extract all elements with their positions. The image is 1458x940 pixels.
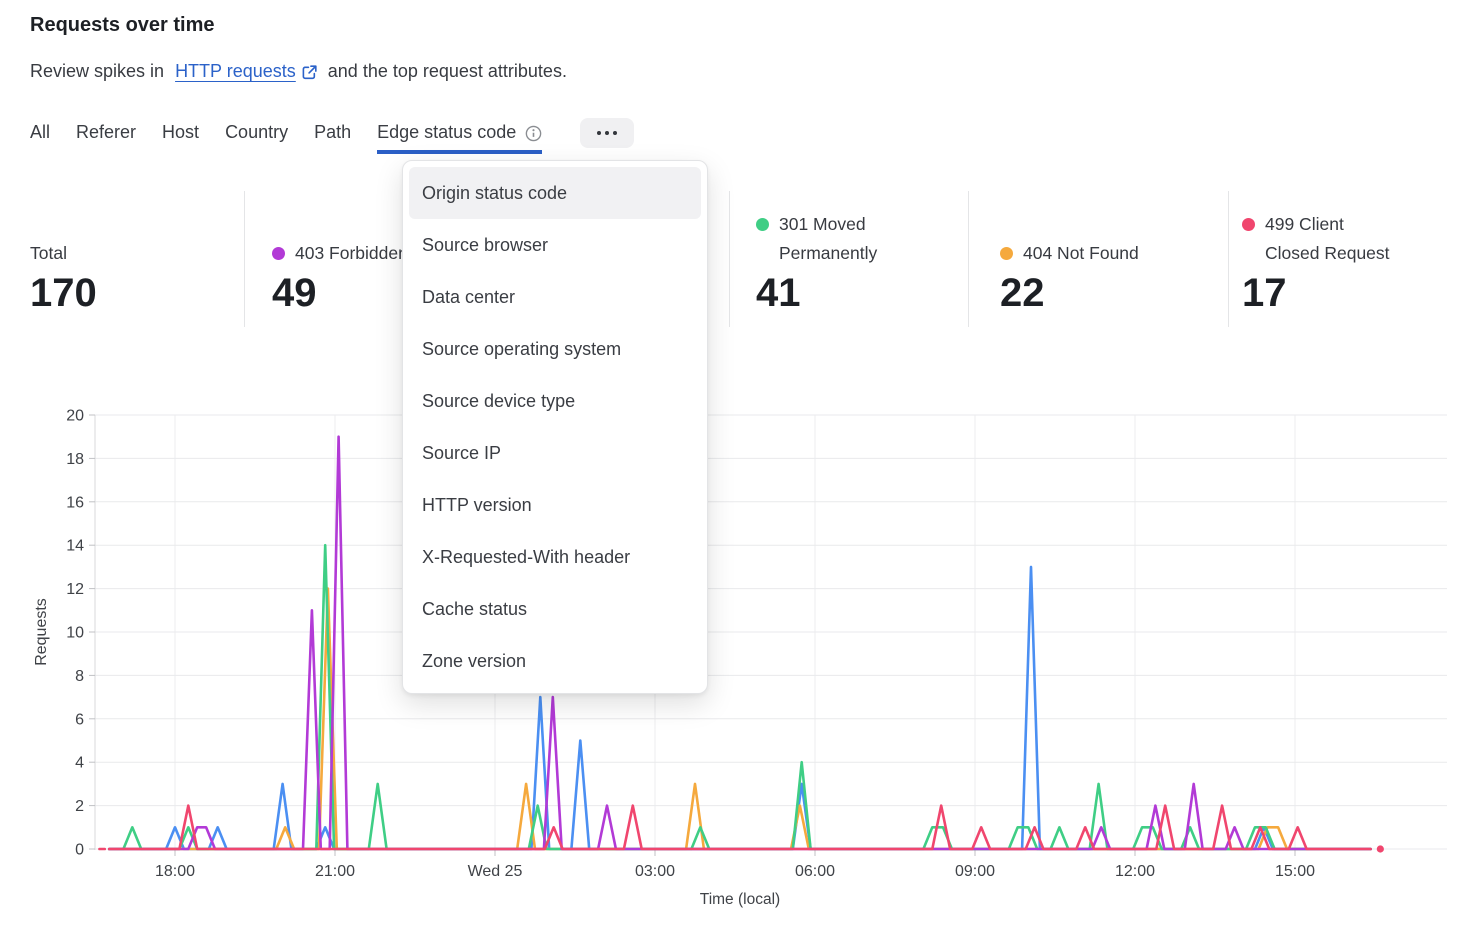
tab-host[interactable]: Host: [162, 122, 200, 142]
stat-value: 17: [1242, 271, 1287, 315]
menu-item-zone-version[interactable]: Zone version: [422, 650, 527, 671]
axes: 0 2 4 6 8 10 12 14 16 18 20 18:00 21:00 Wed 25 03:00 06…: [33, 408, 1315, 909]
tab-edge-status-code[interactable]: Edge status code: [377, 122, 543, 154]
stat-label: 499 Client Closed Request: [1265, 214, 1390, 263]
stat-label: 301 Moved Permanently: [779, 214, 878, 263]
x-tick-label: 18:00: [155, 863, 195, 880]
menu-item-source-ip[interactable]: Source IP: [422, 442, 502, 463]
series-lines: [98, 435, 1384, 853]
x-tick-label: 21:00: [315, 863, 355, 880]
stat-card-403-forbidden: 403 Forbidden 49: [272, 192, 492, 316]
x-tick-label: 15:00: [1275, 863, 1315, 880]
stat-value: 49: [272, 271, 317, 315]
y-tick-label: 18: [66, 451, 84, 468]
stat-card-404-not-found: 404 Not Found 22: [1000, 192, 1200, 316]
stat-card-499-client-closed-request: 499 Client Closed Request 17: [1242, 192, 1432, 316]
series-line-403-forbidden: [107, 435, 1372, 851]
attribute-tabs: All Referer Host Country Path Edge status cod…: [30, 118, 635, 154]
y-tick-label: 14: [66, 538, 84, 555]
y-tick-label: 12: [66, 581, 84, 598]
menu-item-http-version[interactable]: HTTP version: [422, 494, 532, 515]
menu-item-origin-status-code[interactable]: Origin status code: [409, 167, 701, 219]
info-icon[interactable]: [525, 125, 542, 142]
tab-all[interactable]: All: [30, 122, 51, 142]
y-tick-label: 0: [75, 842, 84, 859]
menu-item-source-operating-system[interactable]: Source operating system: [422, 338, 622, 359]
subtitle: Review spikes in HTTP requests and the t…: [30, 61, 567, 82]
stat-value: 22: [1000, 271, 1045, 315]
stat-label: Total: [30, 243, 67, 263]
ellipsis-icon: [597, 131, 618, 135]
legend-dot: [1242, 218, 1255, 231]
series-line-301-moved-permanently: [107, 543, 1372, 851]
subtitle-suffix: and the top request attributes.: [322, 61, 567, 81]
http-requests-link-label: HTTP requests: [175, 61, 296, 81]
stat-divider: [244, 191, 245, 327]
y-tick-label: 6: [75, 711, 84, 728]
legend-dot: [1000, 247, 1013, 260]
menu-item-source-browser[interactable]: Source browser: [422, 234, 549, 255]
subtitle-prefix: Review spikes in: [30, 61, 170, 81]
stat-label: 403 Forbidden: [295, 243, 408, 263]
requests-line-chart: 0 2 4 6 8 10 12 14 16 18 20 18:00 21:00 Wed 25 03:00 06…: [33, 408, 1447, 909]
external-link-icon: [302, 64, 317, 79]
http-requests-link[interactable]: HTTP requests: [175, 61, 317, 82]
series-line-499-client-closed-request: [107, 804, 1372, 851]
menu-item-data-center[interactable]: Data center: [422, 286, 516, 307]
legend-dot: [756, 218, 769, 231]
series-line-unlabeled-0: [107, 565, 1372, 851]
tab-path[interactable]: Path: [314, 122, 352, 142]
x-tick-label: 06:00: [795, 863, 835, 880]
y-tick-label: 20: [66, 408, 84, 425]
x-tick-label: Wed 25: [468, 863, 523, 880]
gridlines: [95, 414, 1447, 850]
x-tick-label: 09:00: [955, 863, 995, 880]
menu-item-source-device-type[interactable]: Source device type: [422, 390, 576, 411]
y-tick-label: 16: [66, 494, 84, 511]
stat-label: 404 Not Found: [1023, 243, 1139, 263]
active-tab-label: Edge status code: [377, 122, 517, 142]
tab-referer[interactable]: Referer: [76, 122, 137, 142]
menu-item-x-requested-with-header[interactable]: X-Requested-With header: [422, 546, 631, 567]
stat-card-total: Total 170: [30, 192, 220, 316]
stat-divider: [729, 191, 730, 327]
attribute-dropdown-menu: Origin status code Source browser Data cen…: [402, 160, 708, 694]
stat-value: 170: [30, 271, 97, 315]
tab-country[interactable]: Country: [225, 122, 289, 142]
y-tick-label: 10: [66, 625, 84, 642]
legend-dot: [272, 247, 285, 260]
stat-divider: [968, 191, 969, 327]
y-tick-label: 8: [75, 668, 84, 685]
y-tick-label: 2: [75, 798, 84, 815]
x-axis-title: Time (local): [700, 891, 780, 908]
stat-card-301-moved-permanently: 301 Moved Permanently 41: [756, 192, 926, 316]
x-tick-label: 03:00: [635, 863, 675, 880]
page-title: Requests over time: [30, 14, 215, 36]
series-end-dot: [1376, 845, 1384, 853]
y-axis-title: Requests: [33, 598, 50, 666]
y-tick-label: 4: [75, 755, 84, 772]
stat-divider: [1228, 191, 1229, 327]
x-tick-label: 12:00: [1115, 863, 1155, 880]
more-tabs-button[interactable]: [580, 118, 635, 148]
menu-item-cache-status[interactable]: Cache status: [422, 598, 528, 619]
stat-value: 41: [756, 271, 801, 315]
